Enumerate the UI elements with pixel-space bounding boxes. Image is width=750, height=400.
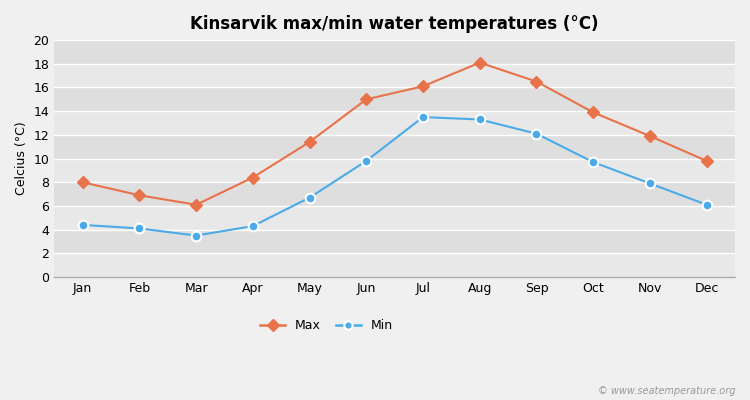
Y-axis label: Celcius (°C): Celcius (°C) [15, 122, 28, 196]
Legend: Max, Min: Max, Min [255, 314, 398, 337]
Bar [54, 158, 735, 182]
Bar [54, 111, 735, 135]
Bar [54, 88, 735, 111]
Title: Kinsarvik max/min water temperatures (°C): Kinsarvik max/min water temperatures (°C… [190, 15, 599, 33]
Bar [54, 64, 735, 88]
Bar [54, 182, 735, 206]
Bar [54, 253, 735, 277]
Bar [54, 135, 735, 158]
Bar [54, 206, 735, 230]
Bar [54, 230, 735, 253]
Text: © www.seatemperature.org: © www.seatemperature.org [598, 386, 735, 396]
Bar [54, 40, 735, 64]
